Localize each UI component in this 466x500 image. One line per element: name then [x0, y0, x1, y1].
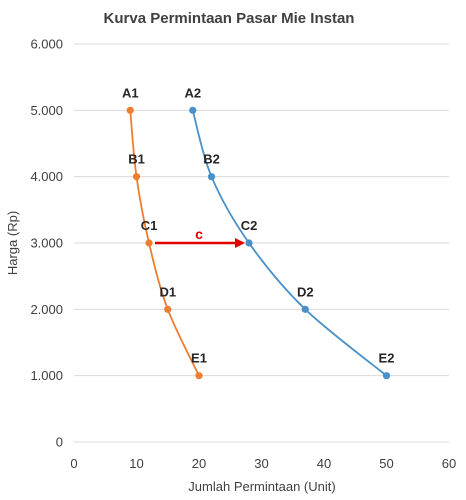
data-point-d1	[164, 305, 172, 313]
data-point-b2	[207, 173, 216, 181]
series-group: A1 B1 C1 D1 E1 A2 B2 C2 D2 E2	[122, 85, 395, 380]
point-label-e2: E2	[379, 351, 395, 366]
grid-lines	[74, 43, 449, 443]
data-point-c2	[245, 239, 253, 247]
annotation-group: c	[155, 226, 245, 248]
point-label-d2: D2	[297, 284, 314, 299]
y-axis-label: Harga (Rp)	[5, 211, 20, 275]
data-point-b1	[132, 173, 141, 181]
y-tick-label: 5.000	[30, 103, 63, 118]
data-point-a2	[189, 106, 197, 114]
axes: 0 1.000 2.000 3.000 4.000 5.000 6.000 0 10 20 30 40…	[30, 37, 456, 472]
series-line	[191, 110, 388, 377]
data-point-e2	[382, 372, 391, 380]
x-tick-label: 40	[317, 456, 331, 471]
chart-title: Kurva Permintaan Pasar Mie Instan	[104, 10, 355, 27]
x-tick-label: 30	[254, 456, 268, 471]
demand-series-1: A1 B1 C1 D1 E1	[122, 85, 207, 380]
y-tick-label: 6.000	[30, 37, 63, 52]
x-tick-label: 10	[129, 456, 143, 471]
x-tick-label: 20	[192, 456, 206, 471]
point-label-b2: B2	[203, 152, 220, 167]
y-tick-label: 0	[56, 435, 63, 450]
y-tick-label: 3.000	[30, 236, 63, 251]
x-tick-label: 50	[379, 456, 393, 471]
x-axis-label: Jumlah Permintaan (Unit)	[188, 479, 335, 494]
data-point-e1	[195, 372, 203, 380]
data-point-a1	[126, 106, 134, 114]
point-label-a1: A1	[122, 85, 139, 100]
point-label-c1: C1	[141, 218, 158, 233]
y-tick-label: 4.000	[30, 169, 63, 184]
shift-label: c	[195, 226, 203, 242]
x-tick-label: 60	[442, 456, 456, 471]
x-tick-label: 0	[70, 456, 77, 471]
data-point-c1	[145, 239, 153, 247]
point-label-a2: A2	[184, 85, 201, 100]
demand-series-2: A2 B2 C2 D2 E2	[184, 85, 395, 380]
y-tick-label: 1.000	[30, 368, 63, 383]
data-point-d2	[301, 305, 309, 313]
y-tick-label: 2.000	[30, 302, 63, 317]
point-label-c2: C2	[241, 218, 258, 233]
point-label-d1: D1	[159, 284, 176, 299]
point-label-e1: E1	[191, 351, 207, 366]
point-label-b1: B1	[128, 152, 145, 167]
